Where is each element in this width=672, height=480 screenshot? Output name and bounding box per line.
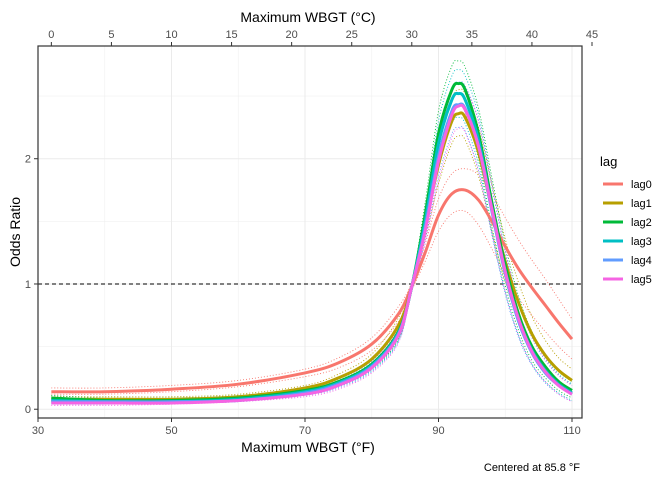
- legend-label-lag0: lag0: [631, 179, 652, 191]
- x-tick-label: 110: [563, 425, 581, 437]
- series-lines: [51, 81, 574, 405]
- x-top-tick-label: 20: [286, 29, 298, 41]
- x-top-tick-label: 15: [225, 29, 237, 41]
- panel-border: [37, 45, 583, 419]
- ci-lower-lag5: [51, 127, 573, 407]
- x-top-tick-label: 5: [108, 29, 114, 41]
- y-tick-label: 0: [25, 404, 31, 416]
- y-tick-label: 1: [25, 279, 31, 291]
- x-top-tick-label: 40: [526, 29, 538, 41]
- legend-label-lag1: lag1: [631, 198, 652, 210]
- legend-label-lag5: lag5: [631, 274, 652, 286]
- ci-lower-lag0: [51, 209, 573, 395]
- y-tick-label: 2: [25, 154, 31, 166]
- x-top-tick-label: 35: [466, 29, 478, 41]
- x-tick-label: 70: [299, 425, 311, 437]
- legend-title: lag: [600, 154, 617, 169]
- x-top-tick-label: 10: [165, 29, 177, 41]
- x-top-tick-label: 0: [48, 29, 54, 41]
- axes: 30 50 70 90 110 0 5 10 15 20 25 30 35 40 45 0 1 2: [25, 29, 598, 437]
- legend-label-lag4: lag4: [631, 255, 652, 267]
- x-tick-label: 30: [32, 425, 44, 437]
- x-tick-label: 90: [432, 425, 444, 437]
- x-top-tick-label: 25: [346, 29, 358, 41]
- series-line-lag5: [51, 103, 573, 405]
- x-top-tick-label: 45: [586, 29, 598, 41]
- legend-label-lag2: lag2: [631, 217, 652, 229]
- legend: lag lag0 lag1 lag2 lag3 lag4 lag5: [600, 154, 652, 286]
- x-tick-label: 50: [165, 425, 177, 437]
- x-axis-title-top: Maximum WBGT (°C): [240, 9, 375, 25]
- x-axis-title-bottom: Maximum WBGT (°F): [241, 439, 375, 455]
- ci-lower-lag4: [51, 125, 573, 405]
- caption: Centered at 85.8 °F: [484, 462, 580, 474]
- ci-lower-lag1: [51, 134, 573, 403]
- ci-upper-lag0: [51, 168, 573, 389]
- series-line-lag0: [51, 188, 574, 394]
- y-axis-title: Odds Ratio: [7, 197, 23, 267]
- legend-label-lag3: lag3: [631, 236, 652, 248]
- x-top-tick-label: 30: [406, 29, 418, 41]
